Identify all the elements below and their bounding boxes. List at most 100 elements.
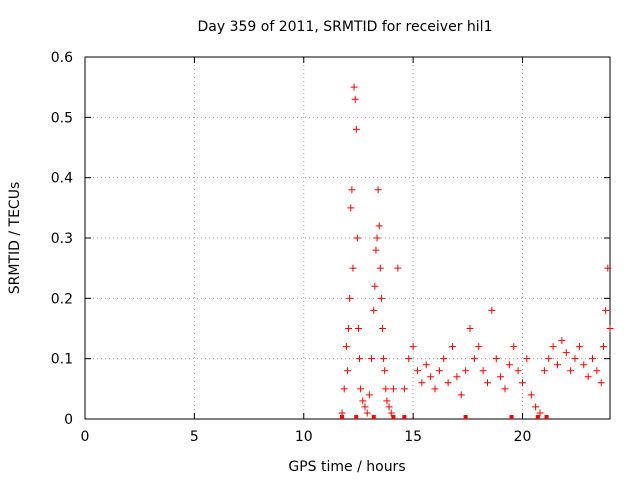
data-point bbox=[353, 234, 361, 242]
data-point bbox=[475, 343, 483, 351]
plot-frame bbox=[84, 56, 611, 420]
data-point bbox=[354, 325, 362, 332]
data-point bbox=[501, 385, 509, 393]
data-point bbox=[575, 343, 583, 351]
data-point bbox=[405, 355, 413, 363]
zero-marker bbox=[371, 415, 376, 419]
data-point bbox=[371, 282, 379, 290]
x-tick-label: 20 bbox=[514, 429, 532, 445]
x-tick-label: 15 bbox=[404, 429, 422, 445]
y-tick-label: 0.4 bbox=[51, 171, 73, 187]
data-point bbox=[422, 361, 430, 369]
data-point bbox=[606, 325, 614, 332]
data-point bbox=[385, 403, 393, 411]
data-point bbox=[348, 186, 356, 194]
data-point bbox=[363, 409, 371, 417]
data-point bbox=[365, 391, 373, 399]
data-point bbox=[347, 204, 355, 212]
data-point bbox=[349, 264, 357, 272]
data-point bbox=[440, 355, 448, 363]
data-point bbox=[497, 373, 505, 381]
data-point bbox=[567, 367, 575, 375]
zero-marker bbox=[463, 415, 468, 419]
data-point bbox=[394, 264, 402, 272]
data-point bbox=[462, 367, 470, 375]
data-point bbox=[505, 361, 513, 369]
data-point bbox=[488, 306, 496, 314]
zero-marker bbox=[354, 415, 359, 419]
data-point bbox=[359, 397, 367, 405]
x-axis-label: GPS time / hours bbox=[288, 459, 405, 475]
y-tick-label: 0.5 bbox=[51, 110, 73, 126]
data-point bbox=[346, 294, 354, 302]
data-point bbox=[372, 246, 380, 254]
data-point bbox=[584, 373, 592, 381]
data-point bbox=[449, 343, 456, 351]
data-point bbox=[470, 355, 478, 363]
data-point bbox=[435, 367, 443, 375]
data-point bbox=[602, 306, 610, 314]
data-point bbox=[599, 343, 607, 351]
data-point bbox=[340, 385, 348, 393]
y-axis-label: SRMTID / TECUs bbox=[7, 182, 23, 295]
data-point bbox=[380, 355, 388, 363]
data-point bbox=[593, 367, 601, 375]
data-point bbox=[379, 325, 386, 332]
data-point bbox=[414, 367, 421, 375]
data-point bbox=[580, 361, 588, 369]
data-point bbox=[368, 355, 376, 363]
data-point bbox=[342, 343, 350, 351]
data-point bbox=[373, 234, 381, 242]
data-point bbox=[492, 355, 500, 363]
data-point bbox=[562, 349, 570, 357]
data-point bbox=[350, 83, 358, 91]
zero-marker bbox=[402, 415, 407, 419]
data-point bbox=[381, 367, 389, 375]
data-point bbox=[604, 264, 612, 272]
data-point bbox=[519, 379, 526, 387]
data-point bbox=[479, 367, 487, 375]
y-tick-label: 0.6 bbox=[51, 50, 73, 66]
data-point bbox=[558, 337, 566, 345]
data-point bbox=[382, 385, 390, 393]
zero-marker bbox=[340, 415, 345, 419]
y-tick-label: 0.1 bbox=[51, 352, 73, 368]
data-point bbox=[374, 186, 382, 194]
data-point bbox=[549, 343, 557, 351]
x-tick-label: 10 bbox=[295, 429, 313, 445]
grid-lines bbox=[85, 57, 610, 419]
data-point bbox=[597, 379, 605, 387]
zero-marker bbox=[535, 415, 540, 419]
data-point bbox=[427, 373, 435, 381]
data-point bbox=[370, 306, 378, 314]
data-point bbox=[377, 294, 385, 302]
x-tick-label: 0 bbox=[81, 429, 90, 445]
data-point bbox=[375, 222, 383, 230]
zero-marker bbox=[509, 415, 514, 419]
data-point bbox=[383, 397, 391, 405]
data-point bbox=[361, 403, 369, 411]
data-points bbox=[338, 83, 614, 419]
data-point bbox=[540, 367, 548, 375]
data-point bbox=[389, 385, 397, 393]
data-point bbox=[351, 95, 359, 103]
data-point bbox=[510, 343, 518, 351]
data-point bbox=[554, 361, 561, 369]
axis-ticks: 0 0.1 0.2 0.3 0.4 0.5 0.6 0 5 10 15 20 bbox=[51, 50, 610, 445]
data-point bbox=[571, 355, 579, 363]
data-point bbox=[514, 367, 522, 375]
data-point bbox=[589, 355, 596, 363]
data-point bbox=[400, 385, 408, 393]
y-tick-label: 0.3 bbox=[51, 231, 73, 247]
data-point bbox=[536, 409, 544, 417]
data-point bbox=[376, 264, 384, 272]
data-point bbox=[523, 355, 531, 363]
data-point bbox=[352, 125, 360, 133]
data-point bbox=[357, 385, 365, 393]
zero-marker bbox=[391, 415, 396, 419]
data-point bbox=[532, 403, 540, 411]
data-point bbox=[457, 391, 465, 399]
data-point bbox=[484, 379, 491, 387]
zero-marker bbox=[544, 415, 549, 419]
data-point bbox=[356, 355, 364, 363]
